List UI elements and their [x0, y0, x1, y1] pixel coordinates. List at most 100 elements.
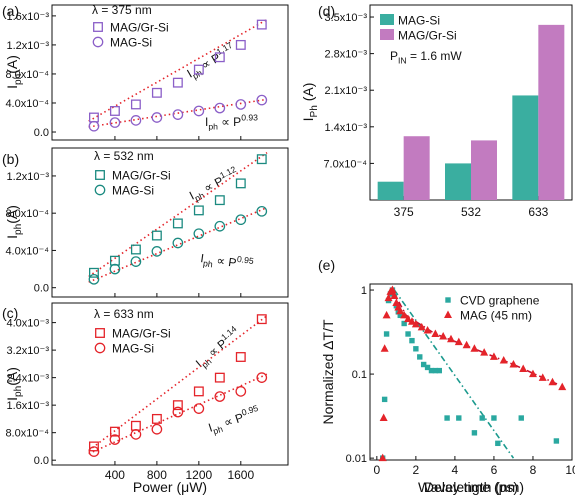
- annotation-sup: 0.95: [240, 403, 259, 418]
- marker: [172, 77, 183, 88]
- marker: [454, 337, 463, 346]
- y-tick-label: 1.6x10⁻³: [7, 400, 50, 412]
- marker: [397, 312, 403, 319]
- y-tick-label: 1.2x10⁻³: [7, 171, 50, 183]
- legend-marker: [95, 328, 105, 338]
- marker: [130, 420, 141, 431]
- marker: [495, 440, 501, 447]
- legend-label: MAG (45 nm): [460, 309, 532, 323]
- marker: [558, 382, 567, 391]
- marker: [409, 337, 415, 344]
- y-tick-label: 0.01: [346, 453, 367, 465]
- fit-line: [88, 18, 268, 122]
- marker: [401, 320, 407, 327]
- marker: [172, 406, 184, 418]
- marker: [431, 329, 440, 337]
- marker: [193, 228, 205, 240]
- y-tick-label: 0.0: [34, 455, 49, 467]
- y-axis-label-main: I: [4, 85, 20, 89]
- annotation-rest: ∝ P: [219, 410, 245, 430]
- y-axis-label-rest: (A): [4, 367, 20, 386]
- legend-label: MAG-Si: [112, 184, 154, 198]
- marker: [214, 102, 226, 114]
- y-axis-label-main: I: [4, 235, 20, 239]
- x-tick-label: 633: [528, 205, 548, 219]
- annotation-main: I: [185, 67, 195, 81]
- marker: [151, 87, 162, 98]
- annotation-sub: ph: [193, 190, 206, 203]
- marker: [384, 293, 393, 302]
- x-tick-label: 4: [452, 463, 459, 477]
- y-tick-label: 2.4x10⁻³: [7, 373, 50, 385]
- y-axis-label-rest: (A): [4, 205, 20, 224]
- marker: [413, 346, 419, 352]
- marker: [256, 205, 268, 217]
- x-tick-label: 6: [491, 463, 498, 477]
- marker: [417, 322, 426, 331]
- marker: [172, 237, 184, 249]
- marker: [109, 106, 120, 116]
- annotation: Iph ∝ P0.95: [206, 403, 262, 438]
- y-tick-label: 1.2x10⁻³: [7, 40, 50, 52]
- marker: [235, 386, 247, 397]
- annotation-sub: ph: [203, 258, 214, 269]
- legend-swatch: [380, 14, 394, 25]
- annotation: λ = 633 nm: [94, 307, 154, 321]
- annotation-sup: 0.93: [241, 113, 258, 123]
- bar: [538, 24, 565, 200]
- marker: [518, 415, 524, 421]
- marker: [235, 39, 246, 50]
- annotation: Iph ∝ P1.17: [183, 40, 239, 83]
- y-axis-label-main: I: [4, 397, 20, 401]
- marker: [379, 413, 388, 422]
- y-tick-label: 0.0: [34, 127, 49, 139]
- bar: [445, 163, 471, 200]
- y-axis-label-rest: (A): [4, 55, 20, 74]
- marker: [256, 154, 267, 165]
- bar: [377, 181, 404, 200]
- marker: [130, 244, 141, 255]
- legend-label: MAG/Gr-Si: [112, 327, 171, 341]
- y-tick-label: 3.5x10⁻³: [325, 12, 368, 24]
- marker: [388, 285, 397, 294]
- y-axis-label: Iph(A): [4, 55, 24, 89]
- y-tick-label: 4.0x10⁻³: [7, 318, 50, 330]
- marker: [109, 117, 121, 128]
- annotation-rest: ∝ P: [212, 253, 237, 270]
- panel-label: (c): [2, 305, 18, 321]
- fit-line: [88, 315, 268, 452]
- x-tick-label: 10: [565, 463, 575, 477]
- marker: [428, 367, 435, 374]
- fit-line: [393, 289, 515, 459]
- y-axis-label: Iph(A): [4, 205, 24, 239]
- marker: [214, 391, 226, 402]
- panel-label: (d): [318, 3, 335, 19]
- marker: [432, 367, 439, 374]
- fit-line: [88, 206, 268, 283]
- marker: [553, 438, 560, 444]
- y-axis-label-rest: (A): [300, 83, 316, 106]
- marker: [548, 377, 557, 386]
- y-axis-label: Normalized ΔT/T: [320, 319, 336, 424]
- marker: [471, 430, 478, 436]
- marker: [378, 453, 387, 462]
- marker: [130, 115, 142, 126]
- marker: [405, 331, 411, 337]
- marker: [172, 109, 184, 120]
- marker: [256, 314, 267, 325]
- annotation-main: I: [207, 421, 215, 435]
- plot-frame: [51, 4, 289, 141]
- panel-label: (b): [2, 151, 19, 167]
- marker: [235, 178, 246, 189]
- y-tick-label: 4.0x10⁻⁴: [5, 245, 49, 257]
- marker: [256, 19, 267, 30]
- x-tick-label: 2: [413, 463, 420, 477]
- marker: [151, 413, 162, 424]
- y-axis-label-sub: ph: [13, 74, 24, 85]
- y-axis-label: IPh (A): [300, 83, 320, 122]
- legend-swatch: [380, 29, 394, 40]
- y-axis-label-main: I: [300, 118, 316, 122]
- y-tick-label: 8.0x10⁻⁴: [5, 208, 49, 220]
- marker: [436, 367, 442, 374]
